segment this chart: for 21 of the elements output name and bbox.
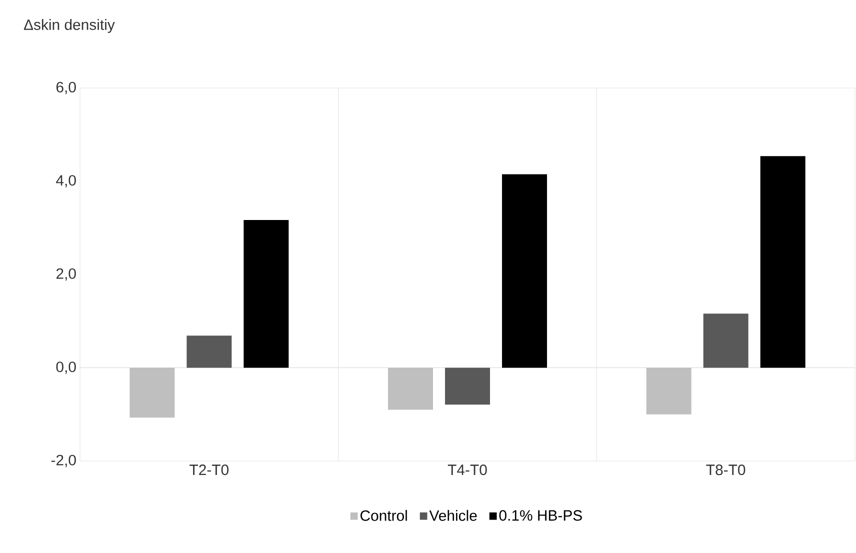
- bar: [445, 368, 490, 405]
- legend-label: Control: [360, 510, 407, 521]
- y-tick-label: 6,0: [56, 82, 76, 94]
- bar: [703, 314, 748, 368]
- bar: [646, 368, 692, 414]
- bar: [760, 156, 806, 368]
- y-tick-label: 4,0: [56, 175, 76, 188]
- y-tick-label: 2,0: [56, 268, 76, 281]
- bar: [502, 174, 548, 368]
- y-axis-title: Δskin densitiy: [24, 19, 115, 33]
- x-tick-label: T2-T0: [190, 464, 229, 476]
- legend-label: 0.1% HB-PS: [499, 510, 582, 521]
- bar: [130, 368, 175, 418]
- y-tick-label: 0,0: [56, 362, 76, 374]
- bar: [186, 336, 232, 368]
- y-tick-label: -2,0: [51, 454, 76, 468]
- x-tick-label: T8-T0: [706, 464, 746, 476]
- legend-label: Vehicle: [429, 510, 477, 521]
- bar: [244, 220, 289, 368]
- bar: [388, 368, 434, 410]
- x-tick-label: T4-T0: [448, 464, 487, 476]
